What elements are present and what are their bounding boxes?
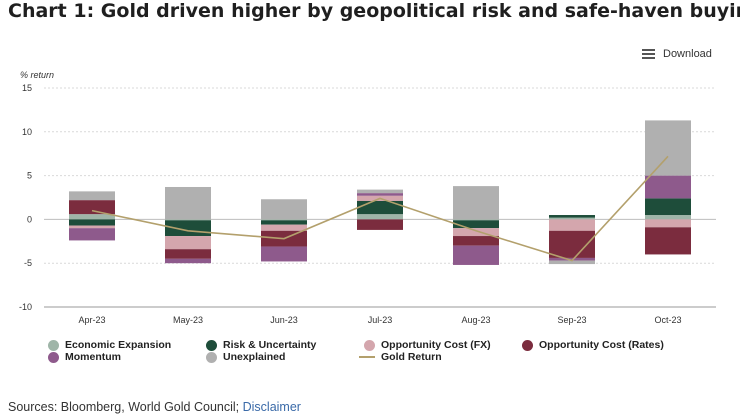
legend-label: Gold Return [381,351,442,363]
bar-segment [69,200,115,215]
legend-item-opportunity-cost-fx[interactable]: Opportunity Cost (FX) [364,339,491,351]
legend-item-risk-uncertainty[interactable]: Risk & Uncertainty [206,339,316,351]
x-tick-label: Aug-23 [461,315,490,325]
download-button[interactable]: Download [642,48,712,60]
bar-segment [549,257,595,261]
legend-marker [206,351,217,363]
legend-label: Unexplained [223,351,286,363]
y-tick-label: 15 [22,83,32,93]
bar-segment [261,246,307,262]
hamburger-menu-icon [642,49,655,59]
disclaimer-link[interactable]: Disclaimer [242,400,301,414]
bar-segment [645,219,691,228]
legend-label: Opportunity Cost (FX) [381,339,491,351]
legend-marker [364,339,375,351]
legend-label: Opportunity Cost (Rates) [539,339,664,351]
bar-segment [261,220,307,225]
chart-title: Chart 1: Gold driven higher by geopoliti… [8,0,740,22]
bar-segment [357,189,403,194]
bar-segment [453,186,499,220]
x-tick-label: Oct-23 [654,315,681,325]
x-tick-label: Apr-23 [78,315,105,325]
legend-marker [522,339,533,351]
bar-segment [453,228,499,237]
bar-segment [69,191,115,201]
legend-item-gold-return[interactable]: Gold Return [359,351,442,363]
bar-segment [645,227,691,255]
sources-text: Sources: Bloomberg, World Gold Council; [8,400,240,414]
bar-segment [165,249,211,259]
y-tick-label: 5 [27,171,32,181]
bar-segment [165,258,211,264]
x-tick-label: Sep-23 [557,315,586,325]
x-tick-label: Jun-23 [270,315,298,325]
legend-label: Momentum [65,351,121,363]
legend-marker [48,339,59,351]
y-tick-label: -10 [19,302,32,312]
y-tick-label: -5 [24,258,32,268]
bar-segment [549,230,595,258]
bar-segment [357,219,403,230]
legend-item-momentum[interactable]: Momentum [48,351,121,363]
bar-segment [549,215,595,218]
legend-item-unexplained[interactable]: Unexplained [206,351,285,363]
bar-segment [165,236,211,250]
x-tick-label: May-23 [173,315,203,325]
bar-segment [261,199,307,220]
download-label: Download [663,48,712,60]
bar-segment [69,214,115,220]
legend-marker [206,339,217,351]
bar-segment [453,220,499,229]
legend-item-opportunity-cost-rates[interactable]: Opportunity Cost (Rates) [522,339,664,351]
legend-label: Economic Expansion [65,339,172,351]
gold-return-polyline [91,155,669,262]
bar-segment [261,219,307,221]
bar-segment [165,186,211,220]
legend-item-economic-expansion[interactable]: Economic Expansion [48,339,171,351]
legend-marker [48,351,59,363]
gold-return-line [91,155,669,262]
bar-segment [645,198,691,216]
bar-segment [645,120,691,176]
y-tick-label: 10 [22,127,32,137]
bar-segment [69,219,115,226]
bar-segment [69,228,115,241]
y-axis-unit-label: % return [20,70,55,80]
bars [69,120,691,265]
bar-segment [549,217,595,220]
grid-lines [44,87,716,308]
bar-segment [453,245,499,265]
sources-note: Sources: Bloomberg, World Gold Council; … [8,400,301,414]
bar-segment [453,219,499,221]
bar-segment [69,225,115,229]
bar-segment [549,260,595,265]
axis-labels: 15 10 5 0 -5 -10 Apr-23 May-23 Jun-23 Jul-23 Aug-2… [19,83,682,325]
legend-line-marker [359,356,375,358]
bar-segment [357,201,403,215]
y-tick-label: 0 [27,214,32,224]
legend-label: Risk & Uncertainty [223,339,317,351]
bar-segment [165,219,211,221]
x-tick-label: Jul-23 [368,315,393,325]
bar-segment [357,193,403,196]
bar-segment [357,214,403,220]
bar-segment [645,175,691,199]
bar-segment [261,224,307,231]
bar-segment [645,215,691,220]
bar-segment [453,236,499,246]
bar-segment [549,219,595,231]
